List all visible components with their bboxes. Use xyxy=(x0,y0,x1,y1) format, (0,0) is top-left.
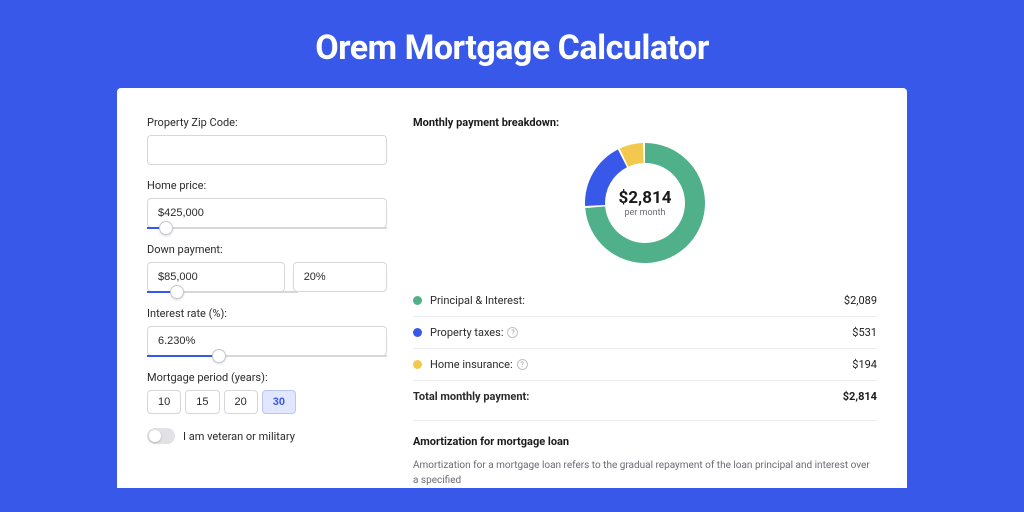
breakdown-column: Monthly payment breakdown: $2,814 per mo… xyxy=(413,116,877,488)
period-option-15[interactable]: 15 xyxy=(185,390,219,414)
zip-input[interactable] xyxy=(147,135,387,165)
info-icon[interactable]: ? xyxy=(507,327,518,338)
toggle-knob xyxy=(149,430,161,442)
total-label: Total monthly payment: xyxy=(413,390,843,403)
home-price-slider[interactable] xyxy=(147,227,387,229)
interest-rate-input[interactable] xyxy=(147,326,387,356)
total-row: Total monthly payment: $2,814 xyxy=(413,381,877,412)
legend-row: Home insurance:?$194 xyxy=(413,349,877,381)
veteran-toggle-row: I am veteran or military xyxy=(147,428,387,444)
down-payment-amount-input[interactable] xyxy=(147,262,285,292)
info-icon[interactable]: ? xyxy=(517,359,528,370)
amortization-text: Amortization for a mortgage loan refers … xyxy=(413,458,877,488)
period-option-30[interactable]: 30 xyxy=(262,390,296,414)
page-title: Orem Mortgage Calculator xyxy=(0,0,1024,88)
legend-label: Principal & Interest: xyxy=(430,294,844,307)
legend-dot xyxy=(413,328,422,337)
down-payment-percent-input[interactable] xyxy=(293,262,387,292)
legend-row: Property taxes:?$531 xyxy=(413,317,877,349)
down-payment-field: Down payment: xyxy=(147,243,387,293)
amortization-heading: Amortization for mortgage loan xyxy=(413,435,877,448)
legend-value: $2,089 xyxy=(844,294,877,307)
legend: Principal & Interest:$2,089Property taxe… xyxy=(413,285,877,381)
zip-label: Property Zip Code: xyxy=(147,116,387,129)
legend-dot xyxy=(413,296,422,305)
donut-chart-wrap: $2,814 per month xyxy=(413,139,877,267)
home-price-input[interactable] xyxy=(147,198,387,228)
legend-label: Home insurance:? xyxy=(430,358,852,371)
down-payment-slider[interactable] xyxy=(147,291,298,293)
mortgage-period-field: Mortgage period (years): 10152030 xyxy=(147,371,387,414)
zip-field: Property Zip Code: xyxy=(147,116,387,165)
legend-value: $194 xyxy=(852,358,877,371)
legend-value: $531 xyxy=(852,326,877,339)
donut-chart: $2,814 per month xyxy=(581,139,709,267)
donut-amount: $2,814 xyxy=(619,188,672,208)
veteran-label: I am veteran or military xyxy=(183,430,295,443)
donut-sub: per month xyxy=(624,208,665,218)
donut-center: $2,814 per month xyxy=(581,139,709,267)
period-option-10[interactable]: 10 xyxy=(147,390,181,414)
amortization-section: Amortization for mortgage loan Amortizat… xyxy=(413,420,877,488)
total-value: $2,814 xyxy=(843,390,877,403)
interest-rate-field: Interest rate (%): xyxy=(147,307,387,357)
calculator-card: Property Zip Code: Home price: Down paym… xyxy=(117,88,907,488)
breakdown-heading: Monthly payment breakdown: xyxy=(413,116,877,129)
mortgage-period-label: Mortgage period (years): xyxy=(147,371,387,384)
interest-rate-slider[interactable] xyxy=(147,355,387,357)
mortgage-period-options: 10152030 xyxy=(147,390,387,414)
period-option-20[interactable]: 20 xyxy=(224,390,258,414)
veteran-toggle[interactable] xyxy=(147,428,175,444)
legend-row: Principal & Interest:$2,089 xyxy=(413,285,877,317)
home-price-label: Home price: xyxy=(147,179,387,192)
inputs-column: Property Zip Code: Home price: Down paym… xyxy=(147,116,387,488)
legend-dot xyxy=(413,360,422,369)
legend-label: Property taxes:? xyxy=(430,326,852,339)
interest-rate-label: Interest rate (%): xyxy=(147,307,387,320)
down-payment-label: Down payment: xyxy=(147,243,387,256)
home-price-field: Home price: xyxy=(147,179,387,229)
